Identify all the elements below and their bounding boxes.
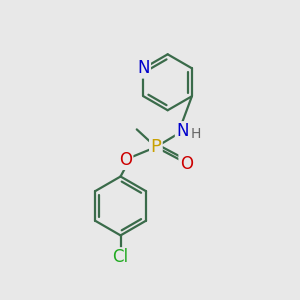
Text: N: N — [137, 59, 150, 77]
Text: N: N — [176, 122, 189, 140]
Text: O: O — [180, 155, 193, 173]
Text: Cl: Cl — [112, 248, 129, 266]
Text: P: P — [151, 138, 161, 156]
Text: O: O — [119, 151, 132, 169]
Text: H: H — [191, 127, 201, 141]
